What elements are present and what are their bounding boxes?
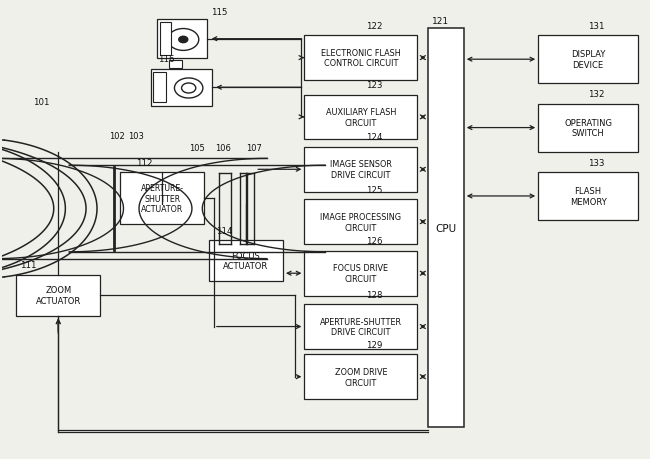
Bar bbox=[304, 148, 417, 192]
Text: APERTURE-
SHUTTER
ACTUATOR: APERTURE- SHUTTER ACTUATOR bbox=[140, 184, 184, 214]
Bar bbox=[16, 275, 100, 316]
Text: FLASH
MEMORY: FLASH MEMORY bbox=[570, 187, 606, 207]
Bar bbox=[304, 200, 417, 245]
Bar bbox=[120, 173, 204, 225]
Text: 106: 106 bbox=[215, 143, 231, 152]
Text: APERTURE-SHUTTER
DRIVE CIRCUIT: APERTURE-SHUTTER DRIVE CIRCUIT bbox=[320, 317, 402, 337]
Text: 102: 102 bbox=[109, 132, 124, 141]
Bar bbox=[209, 241, 283, 281]
Text: OPERATING
SWITCH: OPERATING SWITCH bbox=[564, 118, 612, 138]
Text: 126: 126 bbox=[367, 237, 383, 246]
Circle shape bbox=[179, 37, 188, 44]
Text: 129: 129 bbox=[367, 340, 383, 349]
Bar bbox=[538, 36, 638, 84]
Bar bbox=[304, 305, 417, 349]
Bar bbox=[428, 29, 464, 427]
Bar bbox=[304, 355, 417, 399]
Text: ELECTRONIC FLASH
CONTROL CIRCUIT: ELECTRONIC FLASH CONTROL CIRCUIT bbox=[321, 49, 400, 68]
Text: 103: 103 bbox=[128, 132, 144, 141]
Text: AUXILIARY FLASH
CIRCUIT: AUXILIARY FLASH CIRCUIT bbox=[326, 108, 396, 128]
Text: ZOOM DRIVE
CIRCUIT: ZOOM DRIVE CIRCUIT bbox=[335, 367, 387, 387]
Text: 112: 112 bbox=[136, 158, 153, 167]
Text: 121: 121 bbox=[432, 17, 448, 26]
Bar bbox=[304, 95, 417, 140]
Text: 105: 105 bbox=[189, 143, 205, 152]
Bar bbox=[538, 104, 638, 152]
Text: 124: 124 bbox=[367, 133, 383, 142]
Text: IMAGE PROCESSING
CIRCUIT: IMAGE PROCESSING CIRCUIT bbox=[320, 213, 402, 232]
Text: 114: 114 bbox=[216, 226, 233, 235]
Bar bbox=[304, 252, 417, 296]
Bar bbox=[151, 69, 212, 106]
Text: 115: 115 bbox=[211, 8, 228, 17]
Text: 128: 128 bbox=[367, 290, 383, 299]
Text: 123: 123 bbox=[367, 81, 383, 90]
Text: 111: 111 bbox=[20, 261, 36, 269]
Text: CPU: CPU bbox=[436, 224, 457, 233]
Text: 107: 107 bbox=[246, 143, 262, 152]
Text: 133: 133 bbox=[588, 158, 604, 167]
Bar bbox=[169, 61, 182, 68]
Bar bbox=[304, 36, 417, 81]
Text: ZOOM
ACTUATOR: ZOOM ACTUATOR bbox=[36, 285, 81, 305]
Text: 122: 122 bbox=[367, 22, 383, 31]
Text: 101: 101 bbox=[33, 98, 49, 106]
Bar bbox=[538, 173, 638, 220]
Bar bbox=[153, 73, 166, 103]
Text: 116: 116 bbox=[159, 55, 175, 64]
Bar bbox=[160, 23, 172, 56]
Text: 125: 125 bbox=[367, 185, 383, 195]
Text: 131: 131 bbox=[588, 22, 604, 31]
Text: FOCUS DRIVE
CIRCUIT: FOCUS DRIVE CIRCUIT bbox=[333, 264, 388, 284]
Text: DISPLAY
DEVICE: DISPLAY DEVICE bbox=[571, 50, 605, 70]
Text: 132: 132 bbox=[588, 90, 604, 99]
Bar bbox=[157, 20, 207, 59]
Text: FOCUS
ACTUATOR: FOCUS ACTUATOR bbox=[223, 251, 268, 271]
Text: IMAGE SENSOR
DRIVE CIRCUIT: IMAGE SENSOR DRIVE CIRCUIT bbox=[330, 160, 392, 180]
